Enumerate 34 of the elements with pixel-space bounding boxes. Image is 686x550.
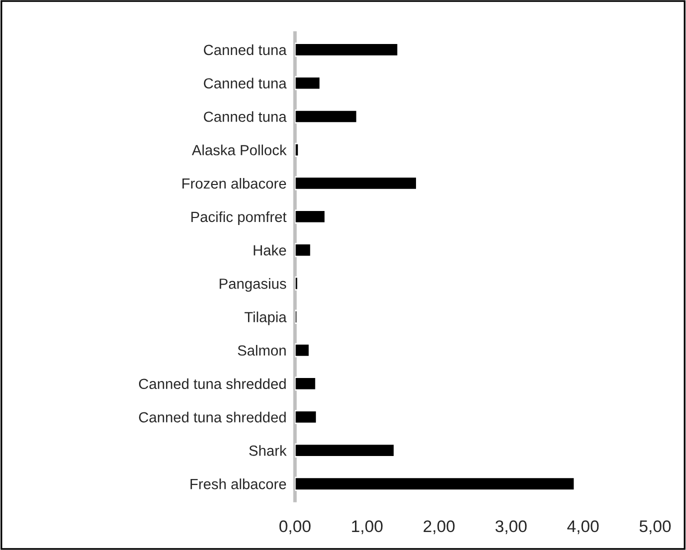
y-tick-label: Pacific pomfret xyxy=(191,211,287,225)
bar xyxy=(294,310,298,324)
bar xyxy=(294,343,310,358)
bar xyxy=(294,109,358,124)
y-tick-label: Canned tuna xyxy=(204,111,287,122)
y-tick-label: Canned tuna shredded xyxy=(139,378,286,390)
y-tick-label: Hake xyxy=(254,244,286,256)
x-tick-label: 3,00 xyxy=(495,520,527,534)
y-tick-label: Alaska Pollock xyxy=(192,144,287,156)
x-tick-label: 2,00 xyxy=(424,520,455,534)
bar xyxy=(294,76,321,90)
bar xyxy=(294,376,317,391)
bar xyxy=(294,476,576,491)
y-tick-label: Shark xyxy=(249,445,287,456)
y-tick-label: Tilapia xyxy=(244,312,287,326)
y-tick-label: Frozen albacore xyxy=(182,178,286,189)
bar xyxy=(294,443,396,458)
bar xyxy=(294,410,318,424)
bar xyxy=(294,243,312,258)
bar xyxy=(294,142,300,157)
y-tick-label: Pangasius xyxy=(220,278,286,292)
y-tick-label: Canned tuna shredded xyxy=(139,412,286,422)
bar xyxy=(294,210,326,224)
x-tick-label: 4,00 xyxy=(567,520,599,534)
y-tick-label: Fresh albacore xyxy=(190,478,286,490)
y-tick-label: Canned tuna xyxy=(204,78,287,89)
bar xyxy=(294,42,399,57)
bar xyxy=(294,276,299,290)
y-tick-label: Canned tuna xyxy=(204,44,287,56)
x-tick-label: 5,00 xyxy=(640,520,671,534)
bar xyxy=(294,176,418,190)
x-tick-label: 1,00 xyxy=(352,520,383,534)
x-tick-label: 0,00 xyxy=(279,520,311,534)
y-tick-label: Salmon xyxy=(238,344,286,356)
